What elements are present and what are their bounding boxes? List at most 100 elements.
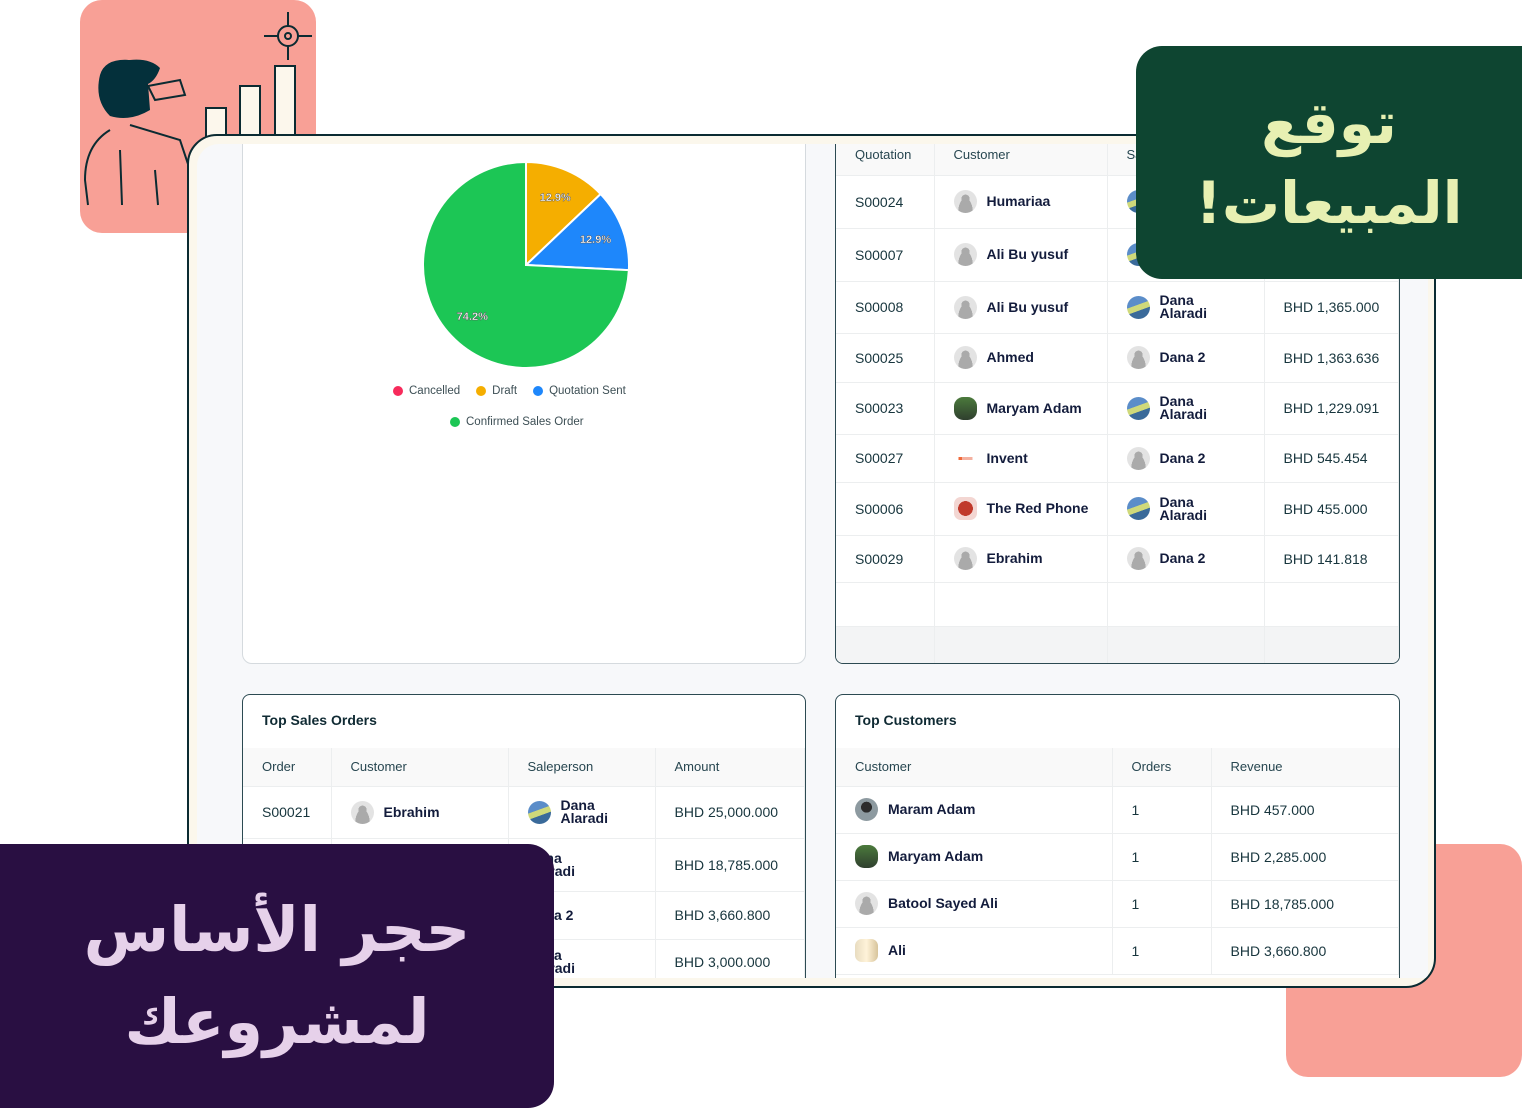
legend-dot xyxy=(476,386,487,396)
avatar xyxy=(527,800,551,824)
quotation-id[interactable]: S00024 xyxy=(836,175,935,229)
customer-name: Maryam Adam xyxy=(888,848,984,864)
table-row[interactable]: S00023 Maryam Adam Dana Alaradi BHD 1,22… xyxy=(836,382,1399,435)
amount: BHD 1,229.091 xyxy=(1264,382,1399,435)
pie-data-label: 12.9% xyxy=(540,192,571,204)
card-title: Top Customers xyxy=(855,712,957,728)
table-row[interactable]: Maryam Adam 1 BHD 2,285.000 xyxy=(836,833,1399,881)
amount: BHD 18,785.000 xyxy=(655,838,805,892)
legend-dot xyxy=(450,417,460,427)
quotation-id[interactable]: S00008 xyxy=(836,281,935,334)
forecast-sales-banner: توقع المبيعات! xyxy=(1136,46,1522,279)
order-count: 1 xyxy=(1112,927,1212,975)
legend-label: Draft xyxy=(492,385,518,397)
card-title: Top Sales Orders xyxy=(262,712,377,728)
salesperson-name: Dana 2 xyxy=(1159,449,1206,466)
legend-item-quotation-sent[interactable]: Quotation Sent xyxy=(533,385,626,397)
pie-slice-draft[interactable] xyxy=(525,160,603,268)
customer-name: Invent xyxy=(986,449,1028,466)
column-header[interactable]: Orders xyxy=(1112,748,1212,787)
banner-line: توقع xyxy=(1261,88,1397,157)
avatar xyxy=(855,798,878,821)
avatar xyxy=(1126,497,1150,520)
avatar xyxy=(855,845,878,868)
amount: BHD 3,660.800 xyxy=(655,891,805,940)
banner-line: المبيعات! xyxy=(1195,168,1463,237)
table-row[interactable]: Maram Adam 1 BHD 457.000 xyxy=(836,786,1399,834)
column-header[interactable]: Saleperson xyxy=(508,748,656,787)
customer-name: Batool Sayed Ali xyxy=(888,895,998,911)
quotation-id[interactable]: S00006 xyxy=(836,482,935,536)
order-count: 1 xyxy=(1112,880,1212,928)
order-count: 1 xyxy=(1112,786,1212,834)
avatar xyxy=(953,295,977,319)
legend-label: Quotation Sent xyxy=(549,385,626,397)
table-row[interactable]: Ali 1 BHD 3,660.800 xyxy=(836,927,1399,975)
table-row[interactable]: S00027 Invent Dana 2 BHD 545.454 xyxy=(836,434,1399,483)
quotation-status-pie-card: 12.9% 12.9% 74.2% Cancelled Draft Quotatio… xyxy=(242,144,806,664)
column-header[interactable]: Amount xyxy=(655,748,805,787)
legend-label: Cancelled xyxy=(409,385,461,397)
quotation-id[interactable]: S00027 xyxy=(836,434,935,483)
table-row[interactable]: S00008 Ali Bu yusuf Dana Alaradi BHD 1,3… xyxy=(836,281,1399,334)
project-foundation-banner: حجر الأساس لمشروعك xyxy=(0,844,554,1108)
legend-label: Confirmed Sales Order xyxy=(466,416,584,428)
salesperson-name: Dana Alaradi xyxy=(560,797,608,826)
salesperson-name: Dana Alaradi xyxy=(1159,292,1207,321)
column-header[interactable]: Order xyxy=(243,748,332,787)
table-row[interactable]: S00029 Ebrahim Dana 2 BHD 141.818 xyxy=(836,535,1399,583)
amount: BHD 545.454 xyxy=(1264,434,1399,483)
order-id[interactable]: S00021 xyxy=(243,786,332,839)
customer-name: Ahmed xyxy=(986,349,1034,365)
avatar xyxy=(953,190,977,213)
quotation-id[interactable]: S00023 xyxy=(836,382,935,435)
avatar xyxy=(953,547,977,570)
table-row[interactable]: S00006 The Red Phone Dana Alaradi BHD 45… xyxy=(836,482,1399,536)
avatar xyxy=(1126,396,1150,420)
table-row[interactable]: S00021 Ebrahim Dana Alaradi BHD 25,000.0… xyxy=(243,786,805,839)
banner-line: لمشروعك xyxy=(124,985,430,1058)
amount: BHD 1,363.636 xyxy=(1264,333,1399,383)
customer-name: Ebrahim xyxy=(986,550,1043,566)
avatar xyxy=(1126,346,1150,369)
top-customers-card: Top Customers Customer Orders Revenue Mara… xyxy=(835,694,1400,978)
empty-row xyxy=(836,582,1399,627)
customer-name: Humariaa xyxy=(986,193,1051,209)
avatar xyxy=(953,346,977,369)
column-header[interactable]: Quotation xyxy=(836,144,935,176)
legend-item-confirmed-sales-order[interactable]: Confirmed Sales Order xyxy=(450,416,584,428)
pie-legend: Cancelled Draft Quotation Sent xyxy=(393,385,626,397)
revenue: BHD 18,785.000 xyxy=(1211,880,1399,928)
column-header[interactable]: Customer xyxy=(331,748,509,787)
column-header[interactable]: Customer xyxy=(934,144,1108,176)
avatar xyxy=(1126,295,1150,319)
column-header[interactable]: Revenue xyxy=(1211,748,1399,787)
table-row[interactable]: S00025 Ahmed Dana 2 BHD 1,363.636 xyxy=(836,333,1399,383)
customer-name: Ebrahim xyxy=(383,803,440,820)
table-row[interactable]: Batool Sayed Ali 1 BHD 18,785.000 xyxy=(836,880,1399,928)
legend-item-draft[interactable]: Draft xyxy=(476,385,517,397)
salesperson-name: Dana 2 xyxy=(1159,349,1206,365)
legend-dot xyxy=(393,386,403,396)
avatar xyxy=(953,243,977,266)
banner-line: حجر الأساس xyxy=(83,893,471,966)
avatar xyxy=(855,939,878,962)
table-footer xyxy=(836,626,1399,663)
avatar xyxy=(855,892,878,915)
quotation-id[interactable]: S00007 xyxy=(836,228,935,282)
pie-slice-confirmed-sales-order[interactable] xyxy=(422,160,630,369)
avatar xyxy=(350,800,374,824)
quotation-id[interactable]: S00025 xyxy=(836,333,935,383)
revenue: BHD 2,285.000 xyxy=(1211,833,1399,881)
avatar xyxy=(953,497,977,520)
revenue: BHD 3,660.800 xyxy=(1211,927,1399,975)
legend-dot xyxy=(533,386,544,396)
quotation-id[interactable]: S00029 xyxy=(836,535,935,583)
pie-data-label: 12.9% xyxy=(580,234,611,246)
customer-name: Maram Adam xyxy=(888,801,976,817)
legend-item-cancelled[interactable]: Cancelled xyxy=(393,385,460,397)
pie-slice-quotation-sent[interactable] xyxy=(523,192,630,272)
column-header[interactable]: Customer xyxy=(836,748,1113,787)
amount: BHD 141.818 xyxy=(1264,535,1399,583)
avatar xyxy=(953,446,977,470)
